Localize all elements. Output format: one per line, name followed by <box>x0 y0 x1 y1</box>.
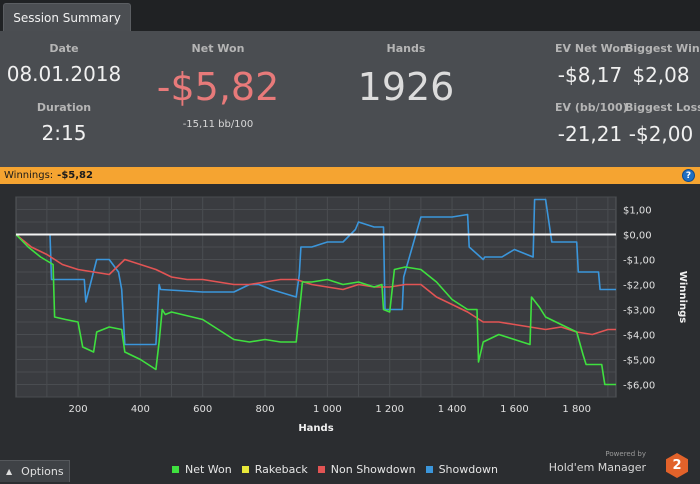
winnings-label: Winnings: <box>4 170 54 181</box>
ev-net-won-value: -$8,17 <box>557 63 623 87</box>
ev-bb-value: -21,21 <box>557 122 623 146</box>
biggest-loss-label: Biggest Loss <box>625 101 700 114</box>
x-tick-label: 200 <box>68 404 87 415</box>
hands-value: 1926 <box>357 65 455 109</box>
hands-label: Hands <box>386 42 426 55</box>
options-button[interactable]: ▲ Options <box>0 460 70 482</box>
y-tick-label: -$3,00 <box>623 306 655 317</box>
winnings-chart: $1,00 $0,00 -$1,00 -$2,00 -$3,00 -$4,00 -$5,00… <box>0 184 700 454</box>
x-tick-label: 1 600 <box>500 404 529 415</box>
ev-net-won-label: EV Net Won <box>555 42 628 55</box>
series-line-net-won <box>15 233 616 386</box>
legend-swatch <box>425 465 433 473</box>
chevron-up-icon: ▲ <box>6 467 13 476</box>
y-tick-label: -$2,00 <box>623 281 655 292</box>
x-tick-label: 1 200 <box>375 404 404 415</box>
winnings-value: -$5,82 <box>57 170 93 181</box>
y-tick-label: -$6,00 <box>623 381 655 392</box>
legend-label: Non Showdown <box>330 462 416 476</box>
winnings-bar: Winnings: -$5,82 ? <box>0 167 700 184</box>
tab-bar: Session Summary <box>0 0 700 31</box>
question-icon[interactable]: ? <box>682 169 695 182</box>
powered-by-text: Powered by <box>605 450 646 458</box>
biggest-win-value: $2,08 <box>632 63 690 87</box>
x-axis-label: Hands <box>298 423 333 434</box>
legend-label: Rakeback <box>254 462 308 476</box>
net-won-label: Net Won <box>191 42 245 55</box>
legend-swatch <box>317 465 325 473</box>
date-label: Date <box>49 42 79 55</box>
legend-label: Net Won <box>185 462 232 476</box>
x-tick-label: 800 <box>255 404 274 415</box>
date-value: 08.01.2018 <box>6 62 122 86</box>
tab-session-summary[interactable]: Session Summary <box>3 3 131 31</box>
y-tick-label: $0,00 <box>623 231 652 242</box>
x-tick-label: 600 <box>193 404 212 415</box>
legend-item[interactable]: Net Won <box>172 463 232 476</box>
series-line-showdown <box>16 198 616 346</box>
hm2-logo-icon: 2 <box>666 453 688 478</box>
winnings-chart-svg: $1,00 $0,00 -$1,00 -$2,00 -$3,00 -$4,00 -$5,00… <box>15 196 688 434</box>
options-label: Options <box>21 465 64 478</box>
legend-swatch <box>241 465 249 473</box>
legend-item[interactable]: Showdown <box>425 462 498 476</box>
legend-item[interactable]: Non Showdown <box>317 462 416 476</box>
y-axis-label: Winnings <box>677 271 688 323</box>
y-tick-label: -$5,00 <box>623 356 655 367</box>
net-won-bb-value: -15,11 bb/100 <box>182 119 254 130</box>
x-tick-label: 1 800 <box>562 404 591 415</box>
legend-label: Showdown <box>438 462 498 476</box>
summary-panel: Date 08.01.2018 Duration 2:15 Net Won -$… <box>0 31 700 167</box>
series-line-non-showdown <box>15 233 616 336</box>
biggest-loss-value: -$2,00 <box>628 122 694 146</box>
brand-name: Hold'em Manager <box>548 461 646 474</box>
y-tick-label: -$1,00 <box>623 256 655 267</box>
x-tick-label: 400 <box>131 404 150 415</box>
legend-item[interactable]: Rakeback <box>241 462 308 476</box>
y-tick-label: -$4,00 <box>623 331 655 342</box>
duration-label: Duration <box>36 101 92 114</box>
ev-bb-label: EV (bb/100) <box>555 101 628 114</box>
x-tick-label: 1 000 <box>313 404 342 415</box>
x-tick-label: 1 400 <box>438 404 467 415</box>
biggest-win-label: Biggest Win <box>625 42 700 55</box>
duration-value: 2:15 <box>41 121 87 145</box>
net-won-value: -$5,82 <box>156 65 280 109</box>
chart-legend: Net Won Rakeback Non Showdown Showdown <box>172 461 508 477</box>
y-tick-label: $1,00 <box>623 206 652 217</box>
legend-swatch <box>172 465 179 473</box>
